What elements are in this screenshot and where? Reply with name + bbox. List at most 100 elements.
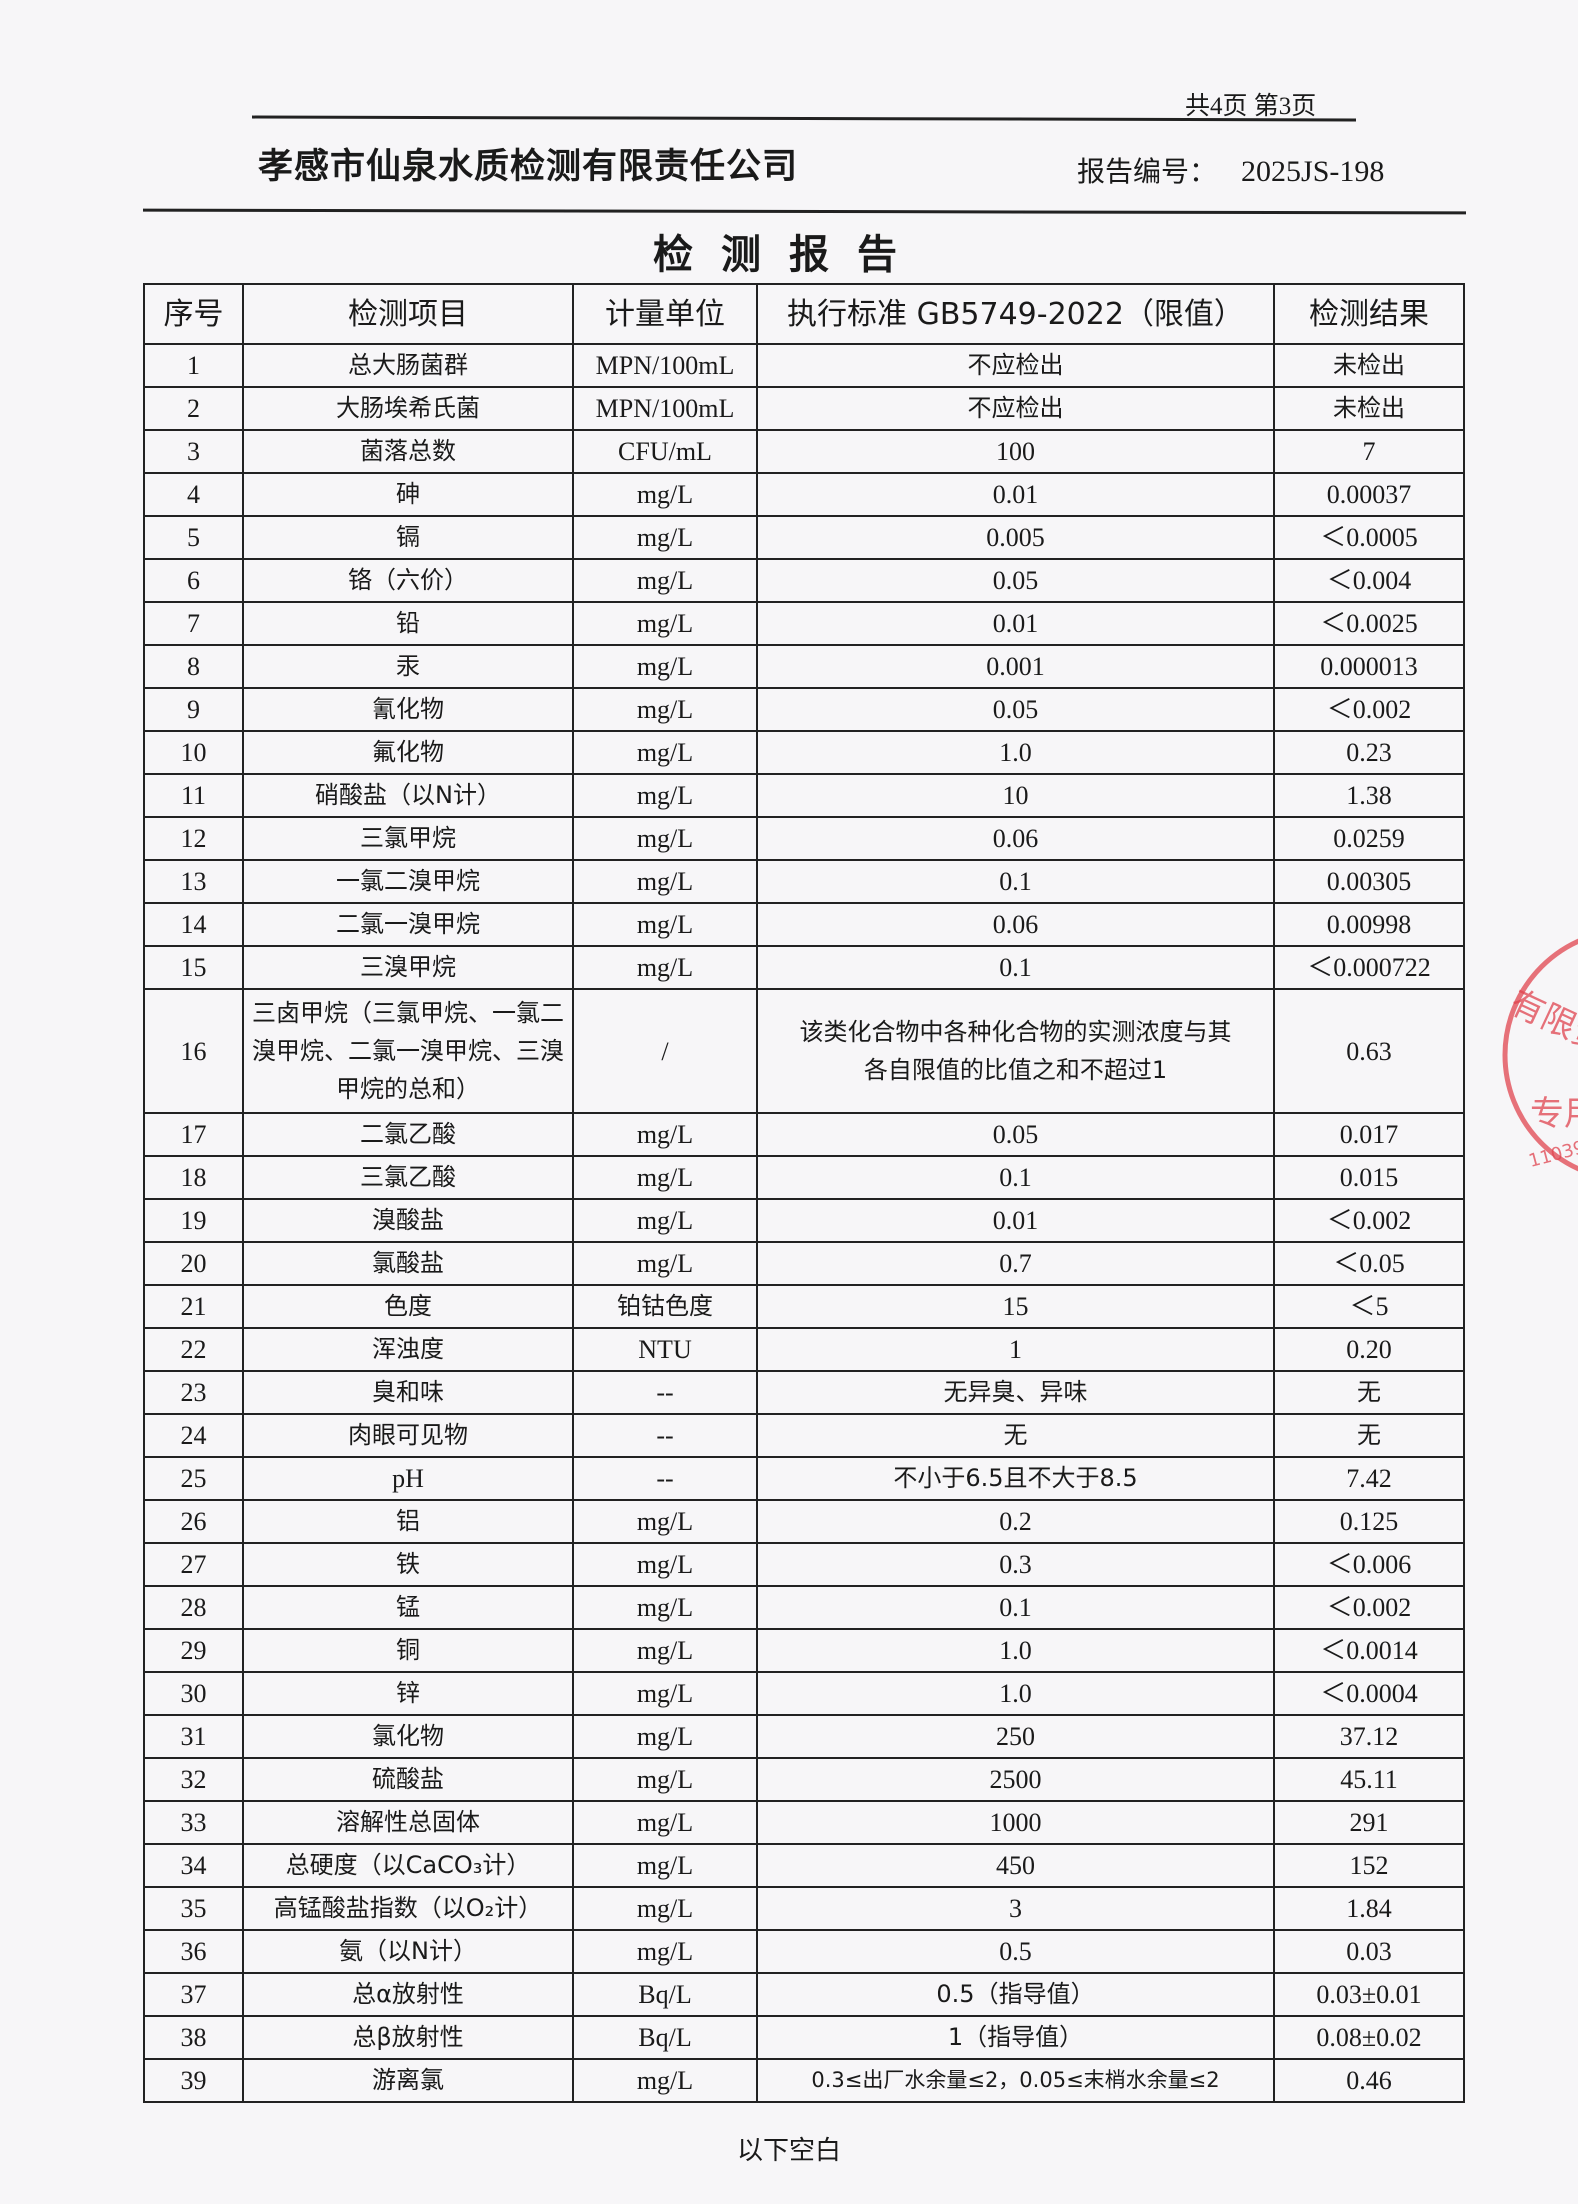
row-index: 21 [143,1284,244,1329]
result: 无 [1273,1413,1465,1458]
table-row: 22 浑浊度 NTU 1 0.20 [143,1327,1465,1372]
item-name: 氯化物 [242,1714,574,1759]
table-row: 39 游离氯 mg/L 0.3≤出厂水余量≤2，0.05≤末梢水余量≤2 0.46 [143,2058,1465,2103]
item-name: 二氯一溴甲烷 [242,902,574,947]
standard-limit: 不小于6.5且不大于8.5 [756,1456,1275,1501]
unit: mg/L [572,558,758,603]
result: 0.63 [1273,988,1465,1114]
table-row: 31 氯化物 mg/L 250 37.12 [143,1714,1465,1759]
standard-limit: 1.0 [756,1628,1275,1673]
row-index: 2 [143,386,244,431]
item-name: 三氯甲烷 [242,816,574,861]
result: 45.11 [1273,1757,1465,1802]
standard-limit: 0.06 [756,902,1275,947]
row-index: 29 [143,1628,244,1673]
blank-below-note: 以下空白 [736,2136,841,2166]
item-name: 砷 [242,472,574,517]
standard-limit: 1.0 [756,730,1275,775]
table-row: 30 锌 mg/L 1.0 ＜0.0004 [143,1671,1465,1716]
standard-limit: 0.7 [756,1241,1275,1286]
unit: MPN/100mL [572,386,758,431]
result: ＜5 [1273,1284,1465,1329]
table-row: 6 铬（六价） mg/L 0.05 ＜0.004 [143,558,1465,603]
svg-text:专用章: 专用章 [1530,1094,1578,1134]
item-name: 氯酸盐 [242,1241,574,1286]
result: 1.38 [1273,773,1465,818]
result: 7.42 [1273,1456,1465,1501]
standard-limit: 0.1 [756,945,1275,990]
header-rule-2 [142,208,1467,215]
row-index: 17 [143,1112,244,1157]
standard-limit: 无 [756,1413,1275,1458]
page-info: 共4页 第3页 [1185,93,1317,120]
row-index: 7 [143,601,244,646]
result: ＜0.0005 [1273,515,1465,560]
table-row: 8 汞 mg/L 0.001 0.000013 [143,644,1465,689]
item-name: 溴酸盐 [242,1198,574,1243]
result: 0.00998 [1273,902,1465,947]
table-row: 27 铁 mg/L 0.3 ＜0.006 [143,1542,1465,1587]
result: ＜0.0004 [1273,1671,1465,1716]
row-index: 27 [143,1542,244,1587]
item-name: 色度 [242,1284,574,1329]
standard-limit: 无异臭、异味 [756,1370,1275,1415]
table-row: 20 氯酸盐 mg/L 0.7 ＜0.05 [143,1241,1465,1286]
row-index: 14 [143,902,244,947]
item-name: 溶解性总固体 [242,1800,574,1845]
table-row: 9 氰化物 mg/L 0.05 ＜0.002 [143,687,1465,732]
unit: mg/L [572,1241,758,1286]
item-name: 硝酸盐（以N计） [242,773,574,818]
result: 0.017 [1273,1112,1465,1157]
unit: mg/L [572,644,758,689]
item-name: 浑浊度 [242,1327,574,1372]
standard-limit: 不应检出 [756,386,1275,431]
result: ＜0.002 [1273,1585,1465,1630]
item-name: 氨（以N计） [242,1929,574,1974]
col-item: 检测项目 [242,283,574,345]
table-row: 7 铅 mg/L 0.01 ＜0.0025 [143,601,1465,646]
result: 37.12 [1273,1714,1465,1759]
standard-limit: 0.5 [756,1929,1275,1974]
row-index: 10 [143,730,244,775]
item-name: 铬（六价） [242,558,574,603]
item-name: 氟化物 [242,730,574,775]
item-name: 游离氯 [242,2058,574,2103]
unit: NTU [572,1327,758,1372]
table-row: 23 臭和味 -- 无异臭、异味无 [143,1370,1465,1415]
table-row: 38 总β放射性 Bq/L 1（指导值） 0.08±0.02 [143,2015,1465,2060]
table-row: 3 菌落总数 CFU/mL 100 7 [143,429,1465,474]
item-name: 总大肠菌群 [242,343,574,388]
result: ＜0.05 [1273,1241,1465,1286]
result: 0.20 [1273,1327,1465,1372]
row-index: 28 [143,1585,244,1630]
table-row: 28 锰 mg/L 0.1 ＜0.002 [143,1585,1465,1630]
standard-limit: 1 [756,1327,1275,1372]
item-name: 总硬度（以CaCO₃计） [242,1843,574,1888]
result: 0.00305 [1273,859,1465,904]
unit: mg/L [572,730,758,775]
row-index: 5 [143,515,244,560]
standard-limit: 1（指导值） [756,2015,1275,2060]
unit: Bq/L [572,1972,758,2017]
standard-limit: 250 [756,1714,1275,1759]
table-row: 11 硝酸盐（以N计） mg/L 10 1.38 [143,773,1465,818]
result: 0.46 [1273,2058,1465,2103]
standard-limit: 10 [756,773,1275,818]
unit: mg/L [572,902,758,947]
row-index: 39 [143,2058,244,2103]
table-row: 37 总α放射性 Bq/L 0.5（指导值） 0.03±0.01 [143,1972,1465,2017]
result: 0.23 [1273,730,1465,775]
unit: mg/L [572,945,758,990]
unit: mg/L [572,1499,758,1544]
page-title: 检测报告 [653,232,925,278]
unit: mg/L [572,1585,758,1630]
report-number: 报告编号： 2025JS-198 [1077,150,1384,190]
unit: mg/L [572,1757,758,1802]
row-index: 36 [143,1929,244,1974]
table-row: 14 二氯一溴甲烷 mg/L 0.06 0.00998 [143,902,1465,947]
row-index: 32 [143,1757,244,1802]
unit: mg/L [572,515,758,560]
row-index: 38 [143,2015,244,2060]
row-index: 23 [143,1370,244,1415]
row-index: 30 [143,1671,244,1716]
